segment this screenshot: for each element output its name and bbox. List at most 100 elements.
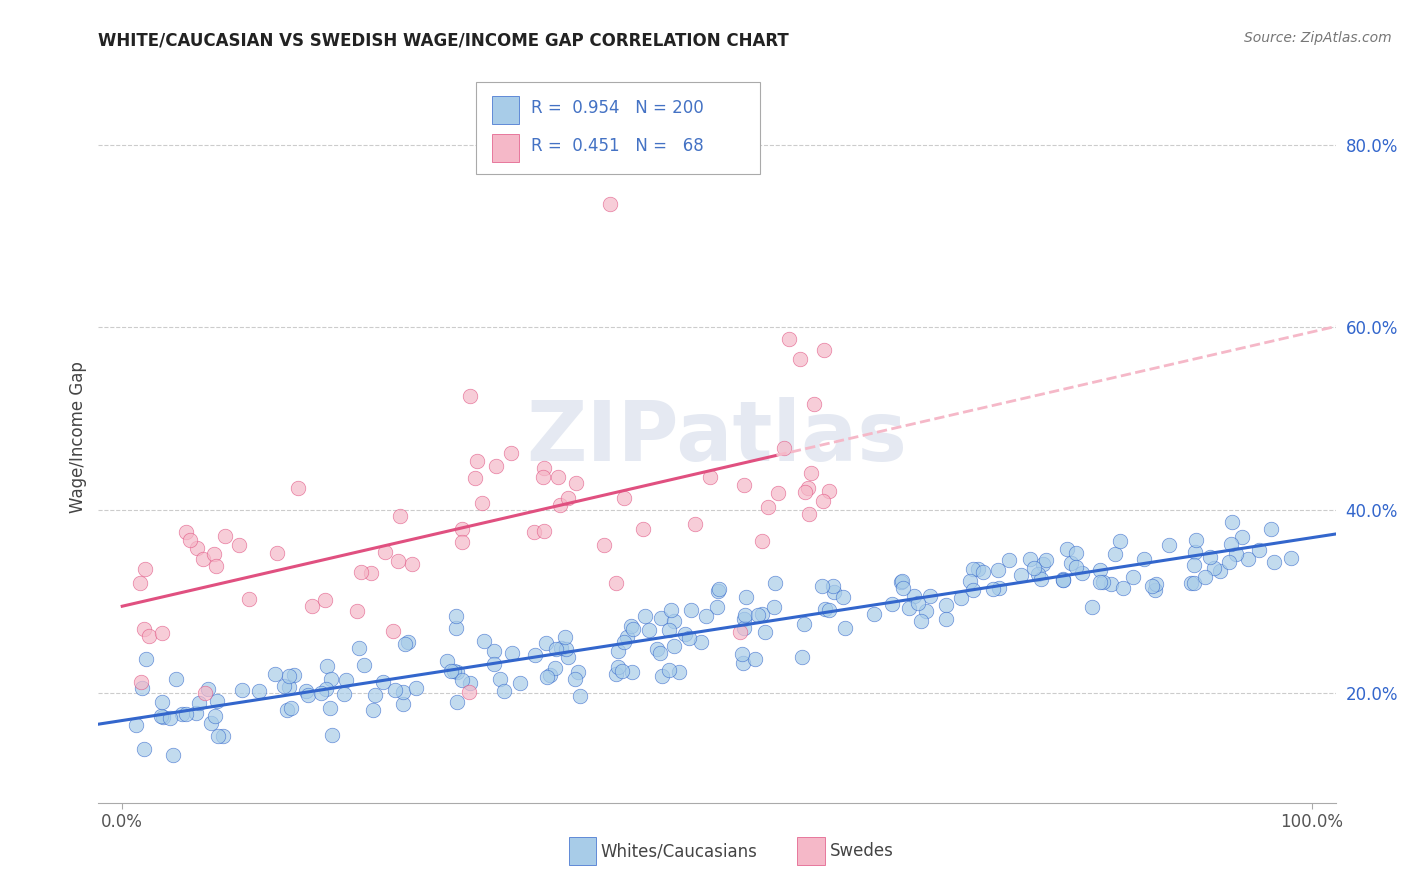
Point (401, 558, 423, 572)
Point (823, 579, 845, 593)
Point (631, 522, 654, 536)
Point (733, 622, 755, 636)
Point (1180, 576, 1202, 591)
Point (499, 445, 522, 459)
Point (1182, 558, 1205, 573)
Point (1133, 552, 1156, 566)
Point (263, 666, 285, 681)
Point (1088, 564, 1111, 578)
Text: WHITE/CAUCASIAN VS SWEDISH WAGE/INCOME GAP CORRELATION CHART: WHITE/CAUCASIAN VS SWEDISH WAGE/INCOME G… (98, 31, 789, 49)
Point (538, 667, 561, 681)
Point (150, 709, 173, 723)
Point (773, 441, 796, 455)
Point (381, 624, 404, 639)
Point (679, 603, 702, 617)
Point (1144, 576, 1167, 591)
Point (335, 673, 357, 687)
Point (1091, 575, 1114, 590)
Point (817, 603, 839, 617)
Point (988, 582, 1011, 596)
Point (277, 669, 299, 683)
Point (766, 486, 789, 500)
Point (793, 617, 815, 632)
Point (891, 582, 914, 596)
Point (129, 675, 152, 690)
Point (620, 619, 643, 633)
Point (170, 706, 193, 721)
Point (1031, 572, 1053, 586)
Point (321, 672, 343, 686)
Point (689, 635, 711, 649)
Point (565, 475, 588, 490)
Point (763, 576, 786, 591)
Point (1225, 547, 1247, 561)
Bar (492, 134, 519, 161)
Point (606, 660, 628, 674)
Point (554, 642, 576, 657)
Point (803, 396, 825, 410)
Point (1104, 547, 1126, 561)
Point (962, 583, 984, 598)
Point (316, 659, 339, 673)
Point (1035, 553, 1057, 567)
Point (621, 665, 644, 680)
Point (751, 607, 773, 621)
Point (891, 574, 914, 588)
Point (935, 612, 957, 626)
Point (813, 343, 835, 358)
Point (187, 696, 209, 710)
Point (159, 711, 181, 725)
Text: Whites/Caucasians: Whites/Caucasians (600, 842, 758, 860)
Point (297, 688, 319, 702)
Point (616, 630, 638, 644)
Point (550, 640, 572, 655)
Point (638, 623, 661, 637)
Point (165, 672, 187, 686)
Point (457, 685, 479, 699)
Point (1204, 561, 1226, 575)
Point (1219, 537, 1241, 551)
Point (567, 665, 589, 679)
Point (915, 604, 938, 618)
Point (536, 669, 558, 683)
Point (1026, 567, 1049, 582)
Point (1230, 530, 1253, 544)
Point (1080, 600, 1102, 615)
Point (125, 718, 148, 732)
Point (482, 657, 505, 672)
Point (191, 551, 214, 566)
Point (1088, 575, 1111, 590)
Point (797, 508, 820, 522)
Point (135, 652, 157, 666)
Point (733, 612, 755, 626)
Point (959, 574, 981, 589)
Point (394, 637, 416, 651)
Point (231, 683, 253, 698)
FancyBboxPatch shape (475, 82, 761, 174)
Point (391, 697, 413, 711)
Point (509, 676, 531, 690)
Point (1185, 533, 1208, 547)
Point (814, 602, 837, 616)
Point (1157, 538, 1180, 552)
Point (1263, 555, 1285, 569)
Point (605, 576, 627, 591)
Point (730, 647, 752, 661)
Point (309, 686, 332, 700)
Point (485, 458, 508, 473)
Point (557, 491, 579, 505)
Point (1279, 551, 1302, 566)
Point (464, 471, 486, 485)
Point (533, 524, 555, 539)
Point (276, 703, 298, 717)
Point (396, 634, 419, 648)
Point (756, 500, 779, 514)
Point (391, 685, 413, 699)
Point (200, 716, 222, 731)
Point (862, 607, 884, 621)
Point (920, 589, 942, 603)
Point (998, 552, 1021, 566)
Point (1194, 569, 1216, 583)
Bar (568, 838, 596, 865)
Point (314, 593, 336, 607)
